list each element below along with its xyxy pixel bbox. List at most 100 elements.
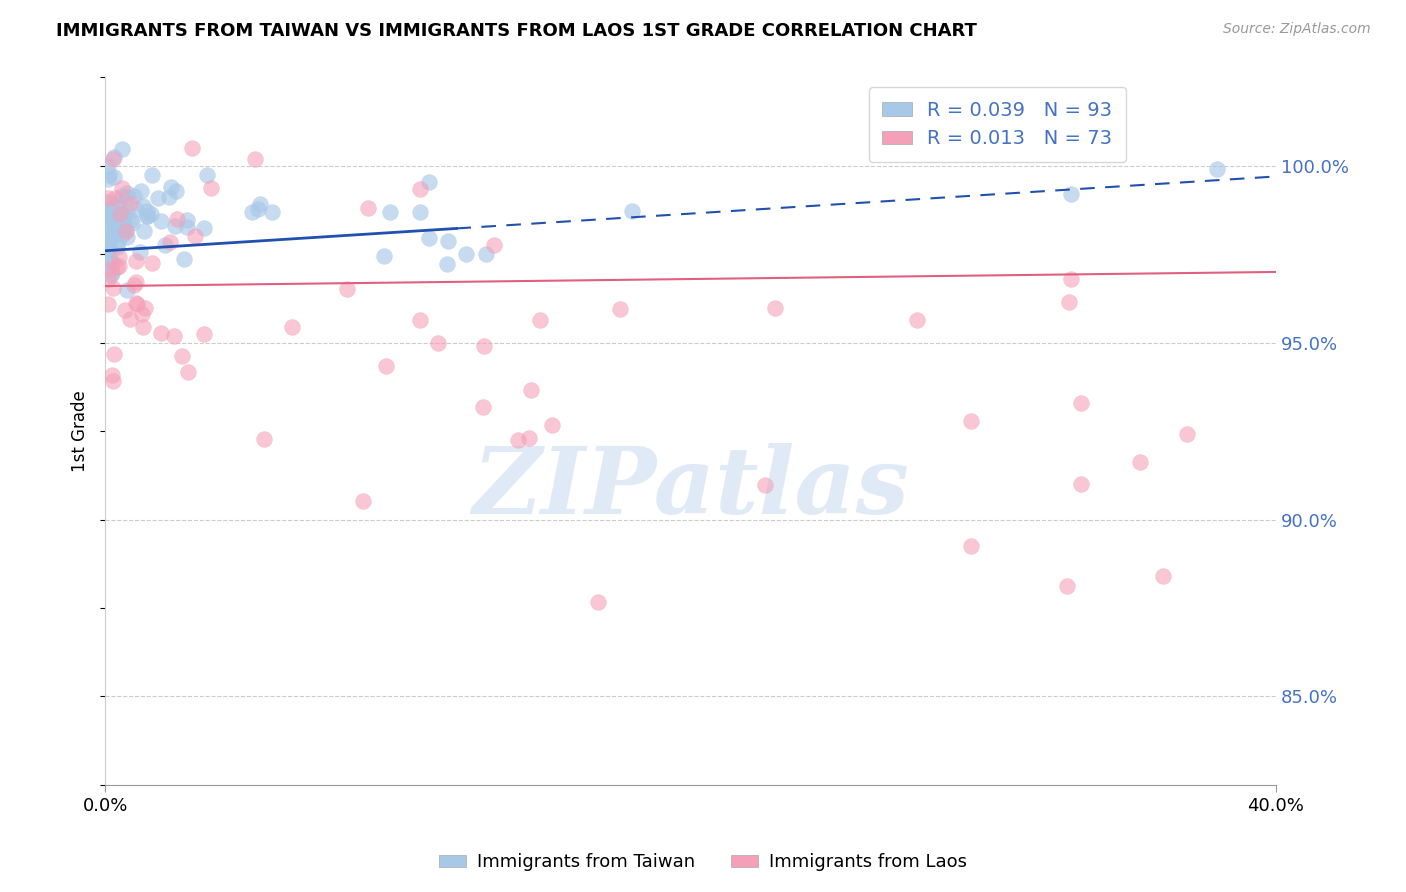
Point <box>621 203 644 218</box>
Point <box>111 221 134 235</box>
Point <box>124 278 146 293</box>
Point <box>122 188 145 202</box>
Point <box>436 234 458 248</box>
Point <box>1206 162 1229 177</box>
Point <box>97 210 120 224</box>
Point <box>105 240 128 254</box>
Point <box>105 214 128 228</box>
Point <box>97 195 120 210</box>
Point <box>110 181 132 195</box>
Point <box>125 275 148 289</box>
Legend: Immigrants from Taiwan, Immigrants from Laos: Immigrants from Taiwan, Immigrants from … <box>432 847 974 879</box>
Point <box>114 302 136 317</box>
Point <box>101 281 124 295</box>
Point <box>418 231 440 245</box>
Point <box>100 268 122 282</box>
Point <box>1070 477 1092 491</box>
Point <box>380 205 402 219</box>
Point <box>115 189 138 203</box>
Text: Source: ZipAtlas.com: Source: ZipAtlas.com <box>1223 22 1371 37</box>
Point <box>97 253 120 268</box>
Point <box>609 301 631 316</box>
Point <box>103 170 125 185</box>
Point <box>243 153 266 167</box>
Point <box>125 254 148 268</box>
Point <box>107 235 129 249</box>
Point <box>352 494 374 508</box>
Point <box>281 319 304 334</box>
Point <box>107 259 129 273</box>
Point <box>517 431 540 445</box>
Point <box>409 205 432 219</box>
Point <box>98 202 121 216</box>
Point <box>134 301 156 315</box>
Point <box>157 190 180 204</box>
Point <box>427 335 450 350</box>
Point <box>357 201 380 215</box>
Point <box>159 235 181 249</box>
Point <box>136 209 159 223</box>
Point <box>115 230 138 244</box>
Point <box>98 252 121 266</box>
Point <box>125 297 148 311</box>
Point <box>103 226 125 240</box>
Point <box>103 153 125 167</box>
Point <box>418 175 440 189</box>
Point <box>125 202 148 216</box>
Point <box>375 359 398 374</box>
Point <box>472 339 495 353</box>
Point <box>98 202 121 216</box>
Point <box>111 142 134 156</box>
Point <box>408 181 430 195</box>
Point <box>249 197 271 211</box>
Point <box>103 346 125 360</box>
Point <box>101 374 124 388</box>
Point <box>114 223 136 237</box>
Point <box>112 218 135 232</box>
Point <box>124 296 146 310</box>
Point <box>97 242 120 256</box>
Point <box>115 283 138 297</box>
Point <box>172 350 194 364</box>
Point <box>141 255 163 269</box>
Point <box>506 433 529 447</box>
Point <box>120 312 142 326</box>
Point <box>1059 295 1081 310</box>
Point <box>246 202 269 216</box>
Point <box>193 221 215 235</box>
Point <box>193 327 215 342</box>
Point <box>98 218 121 232</box>
Point <box>103 221 125 235</box>
Point <box>160 179 183 194</box>
Point <box>100 262 122 277</box>
Point <box>173 252 195 266</box>
Point <box>101 266 124 280</box>
Point <box>110 207 132 221</box>
Point <box>135 209 157 223</box>
Point <box>132 198 155 212</box>
Point <box>475 247 498 261</box>
Legend: R = 0.039   N = 93, R = 0.013   N = 73: R = 0.039 N = 93, R = 0.013 N = 73 <box>869 87 1126 162</box>
Point <box>107 250 129 264</box>
Point <box>112 210 135 224</box>
Point <box>104 226 127 240</box>
Point <box>98 204 121 219</box>
Point <box>97 192 120 206</box>
Point <box>103 150 125 164</box>
Point <box>118 196 141 211</box>
Point <box>97 235 120 249</box>
Point <box>104 197 127 211</box>
Point <box>1152 569 1174 583</box>
Point <box>200 181 222 195</box>
Point <box>141 207 163 221</box>
Point <box>108 207 131 221</box>
Point <box>97 211 120 226</box>
Point <box>529 313 551 327</box>
Point <box>177 365 200 379</box>
Point <box>101 227 124 242</box>
Point <box>586 595 609 609</box>
Point <box>121 217 143 231</box>
Point <box>482 237 505 252</box>
Point <box>100 368 122 382</box>
Point <box>117 186 139 200</box>
